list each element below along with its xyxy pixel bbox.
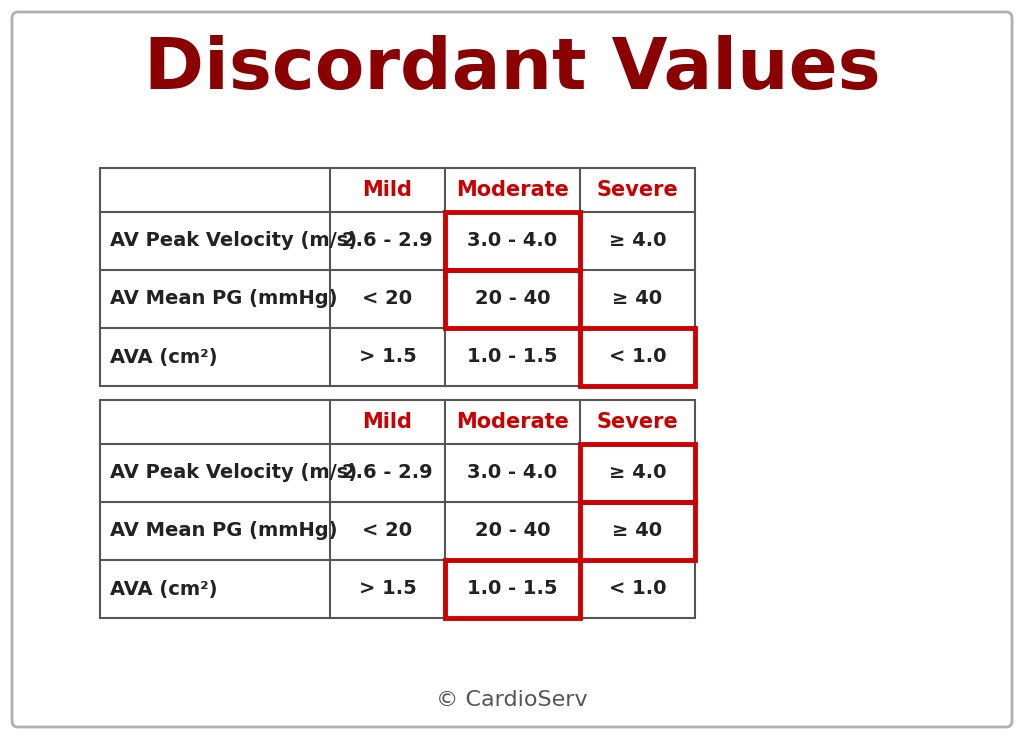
Text: 1.0 - 1.5: 1.0 - 1.5 [467, 347, 558, 367]
Text: 20 - 40: 20 - 40 [475, 522, 550, 540]
Bar [580, 444, 695, 502]
Text: > 1.5: > 1.5 [358, 579, 417, 599]
Bar [445, 270, 580, 328]
Bar [445, 212, 580, 270]
Bar [445, 560, 580, 618]
Text: 1.0 - 1.5: 1.0 - 1.5 [467, 579, 558, 599]
Bar [580, 328, 695, 386]
Text: Mild: Mild [362, 412, 413, 432]
Text: AVA (cm²): AVA (cm²) [110, 579, 217, 599]
Text: ≥ 40: ≥ 40 [612, 290, 663, 308]
Text: > 1.5: > 1.5 [358, 347, 417, 367]
Text: AV Mean PG (mmHg): AV Mean PG (mmHg) [110, 290, 338, 308]
Text: Discordant Values: Discordant Values [143, 35, 881, 104]
Text: 3.0 - 4.0: 3.0 - 4.0 [467, 231, 557, 251]
Text: ≥ 40: ≥ 40 [612, 522, 663, 540]
FancyBboxPatch shape [12, 12, 1012, 727]
Bar [100, 400, 695, 618]
Text: Severe: Severe [597, 180, 678, 200]
Bar [580, 502, 695, 560]
Text: Moderate: Moderate [456, 412, 569, 432]
Text: < 20: < 20 [362, 290, 413, 308]
Text: < 1.0: < 1.0 [608, 347, 667, 367]
Text: Moderate: Moderate [456, 180, 569, 200]
Text: < 1.0: < 1.0 [608, 579, 667, 599]
Text: Mild: Mild [362, 180, 413, 200]
Text: AV Mean PG (mmHg): AV Mean PG (mmHg) [110, 522, 338, 540]
Text: 2.6 - 2.9: 2.6 - 2.9 [342, 231, 433, 251]
Text: 2.6 - 2.9: 2.6 - 2.9 [342, 463, 433, 483]
Text: © CardioServ: © CardioServ [436, 690, 588, 710]
Text: Severe: Severe [597, 412, 678, 432]
Text: 20 - 40: 20 - 40 [475, 290, 550, 308]
Bar [100, 168, 695, 386]
Text: < 20: < 20 [362, 522, 413, 540]
Text: AV Peak Velocity (m/s): AV Peak Velocity (m/s) [110, 231, 357, 251]
Text: 3.0 - 4.0: 3.0 - 4.0 [467, 463, 557, 483]
Text: ≥ 4.0: ≥ 4.0 [608, 463, 667, 483]
Text: AVA (cm²): AVA (cm²) [110, 347, 217, 367]
Text: ≥ 4.0: ≥ 4.0 [608, 231, 667, 251]
Text: AV Peak Velocity (m/s): AV Peak Velocity (m/s) [110, 463, 357, 483]
